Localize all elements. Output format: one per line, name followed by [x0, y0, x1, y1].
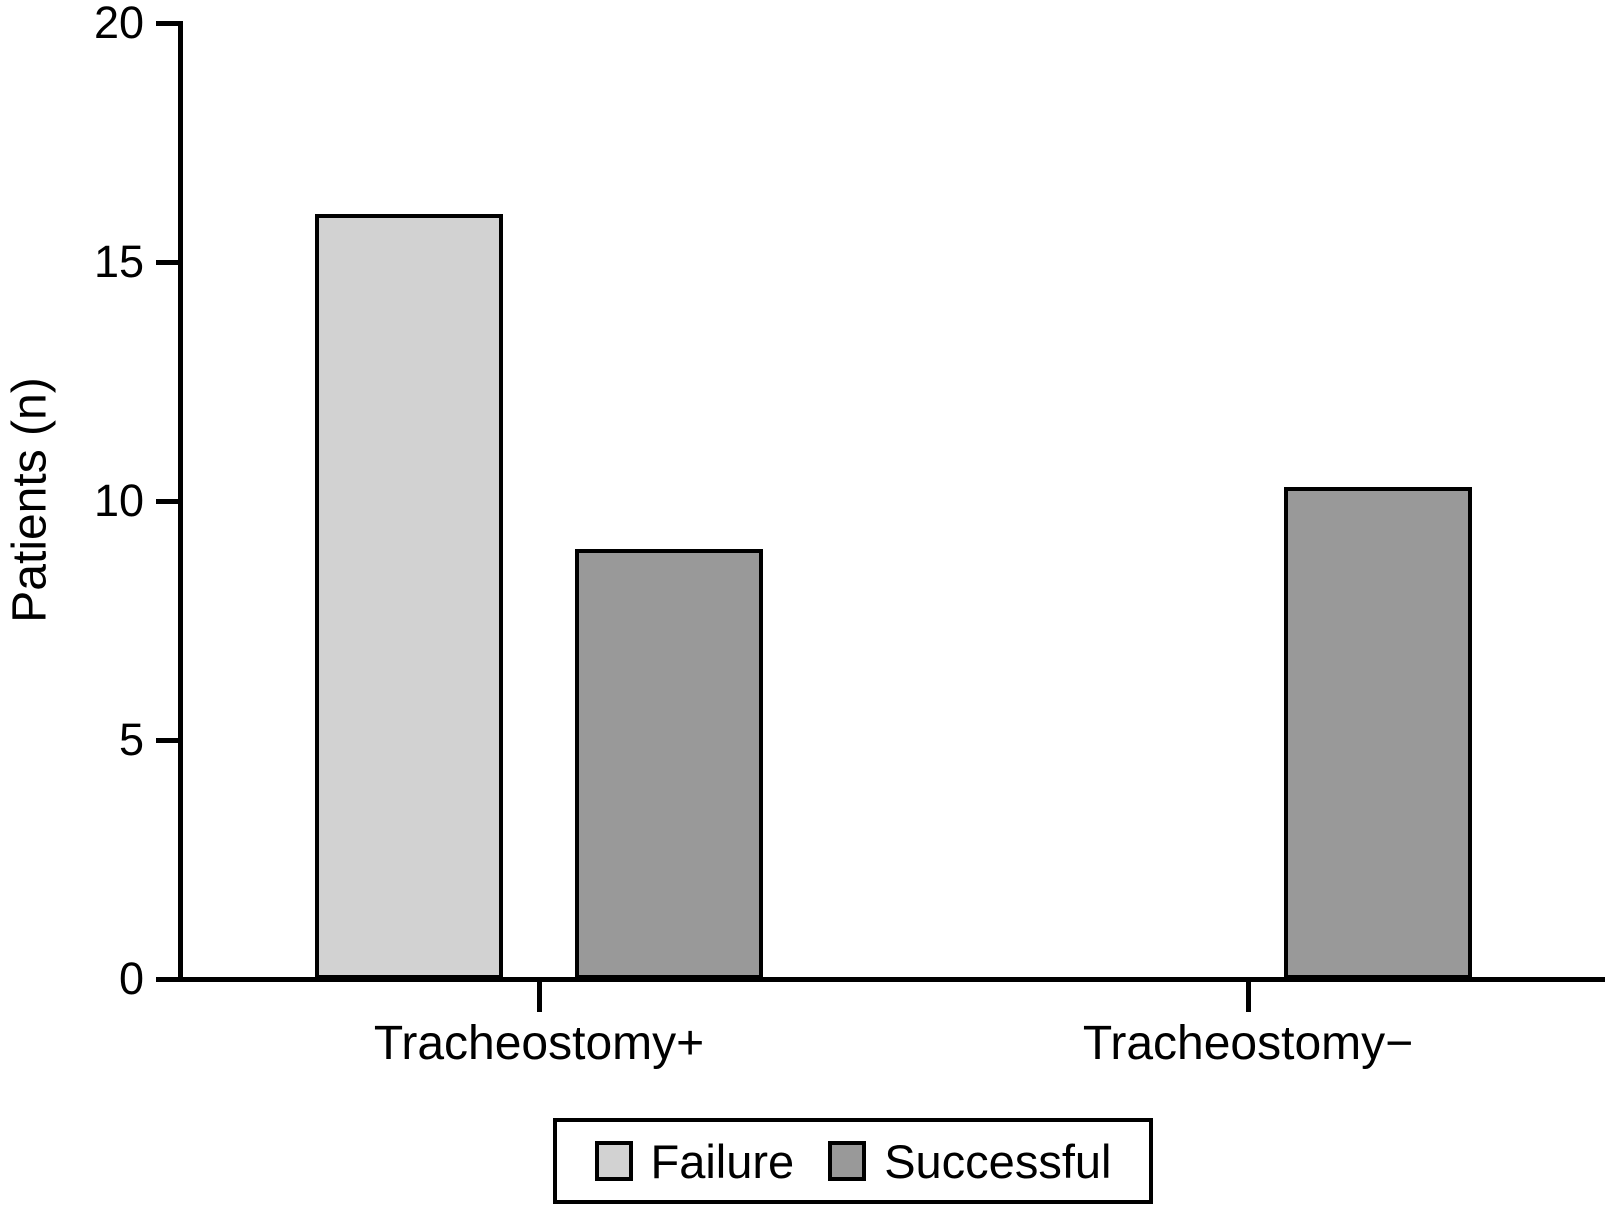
y-tick-label-5: 5	[118, 714, 144, 765]
bar-successful-group0	[575, 548, 763, 979]
legend-swatch-failure	[594, 1141, 633, 1181]
category-label-0: Tracheostomy+	[373, 1017, 705, 1070]
bar-successful-group1	[1284, 486, 1472, 979]
legend-label-failure: Failure	[650, 1134, 795, 1188]
x-tick-1	[1245, 982, 1251, 1012]
legend-label-successful: Successful	[884, 1134, 1112, 1188]
y-tick-label-20: 20	[93, 0, 144, 48]
y-tick-label-0: 0	[118, 953, 144, 1004]
x-tick-0	[536, 982, 542, 1012]
y-tick-5	[156, 737, 182, 743]
x-axis-line	[156, 977, 1605, 982]
y-tick-label-15: 15	[93, 236, 144, 287]
category-label-1: Tracheostomy−	[1082, 1017, 1414, 1070]
y-tick-10	[156, 498, 182, 504]
legend: Failure Successful	[553, 1118, 1153, 1204]
y-tick-20	[156, 20, 182, 26]
bar-failure-group0	[315, 214, 503, 979]
y-tick-15	[156, 259, 182, 265]
y-tick-label-10: 10	[93, 475, 144, 526]
y-tick-0	[156, 976, 182, 982]
legend-swatch-successful	[828, 1141, 867, 1181]
